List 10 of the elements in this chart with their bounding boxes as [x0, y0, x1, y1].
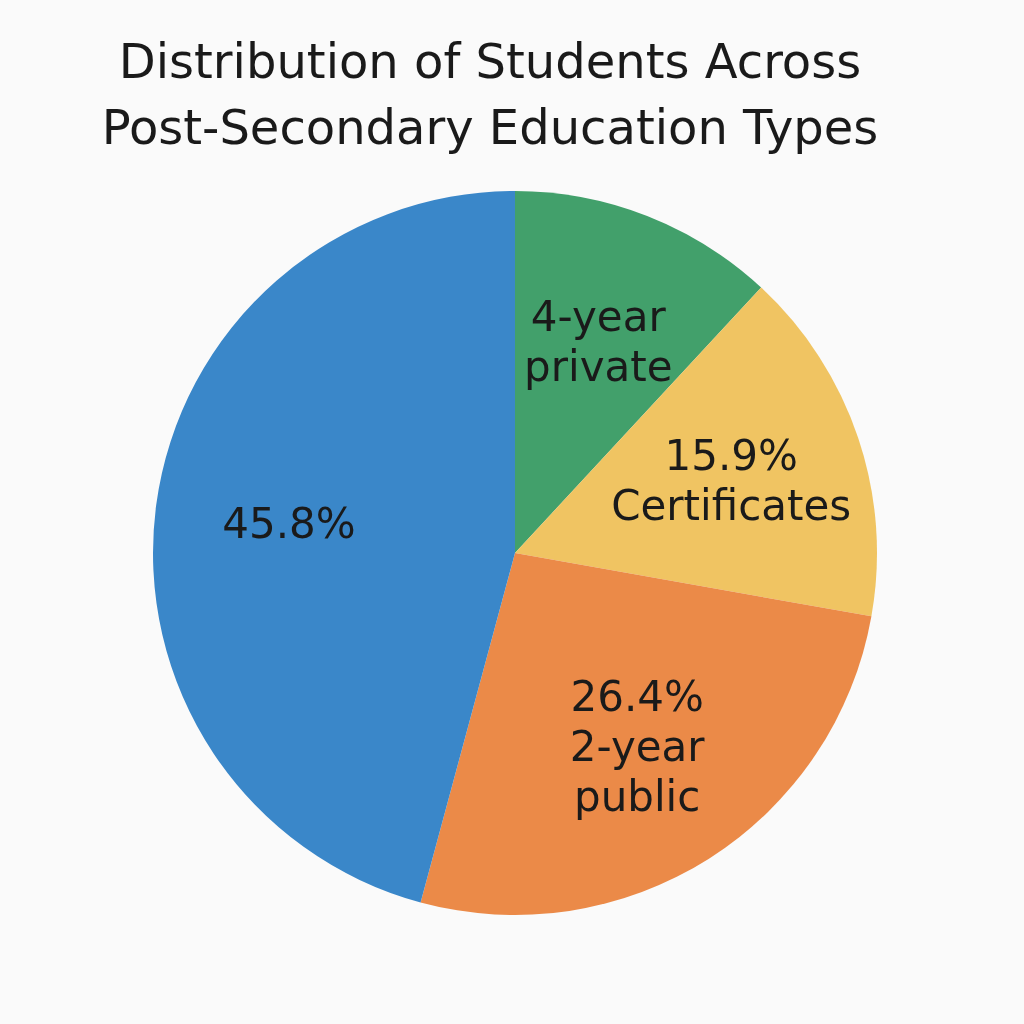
- slice-label: 4-year private: [524, 291, 673, 391]
- chart-title: Distribution of Students Across Post-Secondary Education Types: [101, 33, 879, 155]
- pie-slice: [515, 287, 877, 617]
- pie-slice: [420, 553, 872, 915]
- slice-label: 2-year public: [569, 721, 706, 821]
- data-label: 26.4%: [570, 671, 704, 721]
- pie-slice: [153, 191, 515, 903]
- data-label: 15.9%: [664, 430, 798, 480]
- slice-label: Certificates: [611, 480, 852, 530]
- data-label: 45.8%: [222, 498, 356, 548]
